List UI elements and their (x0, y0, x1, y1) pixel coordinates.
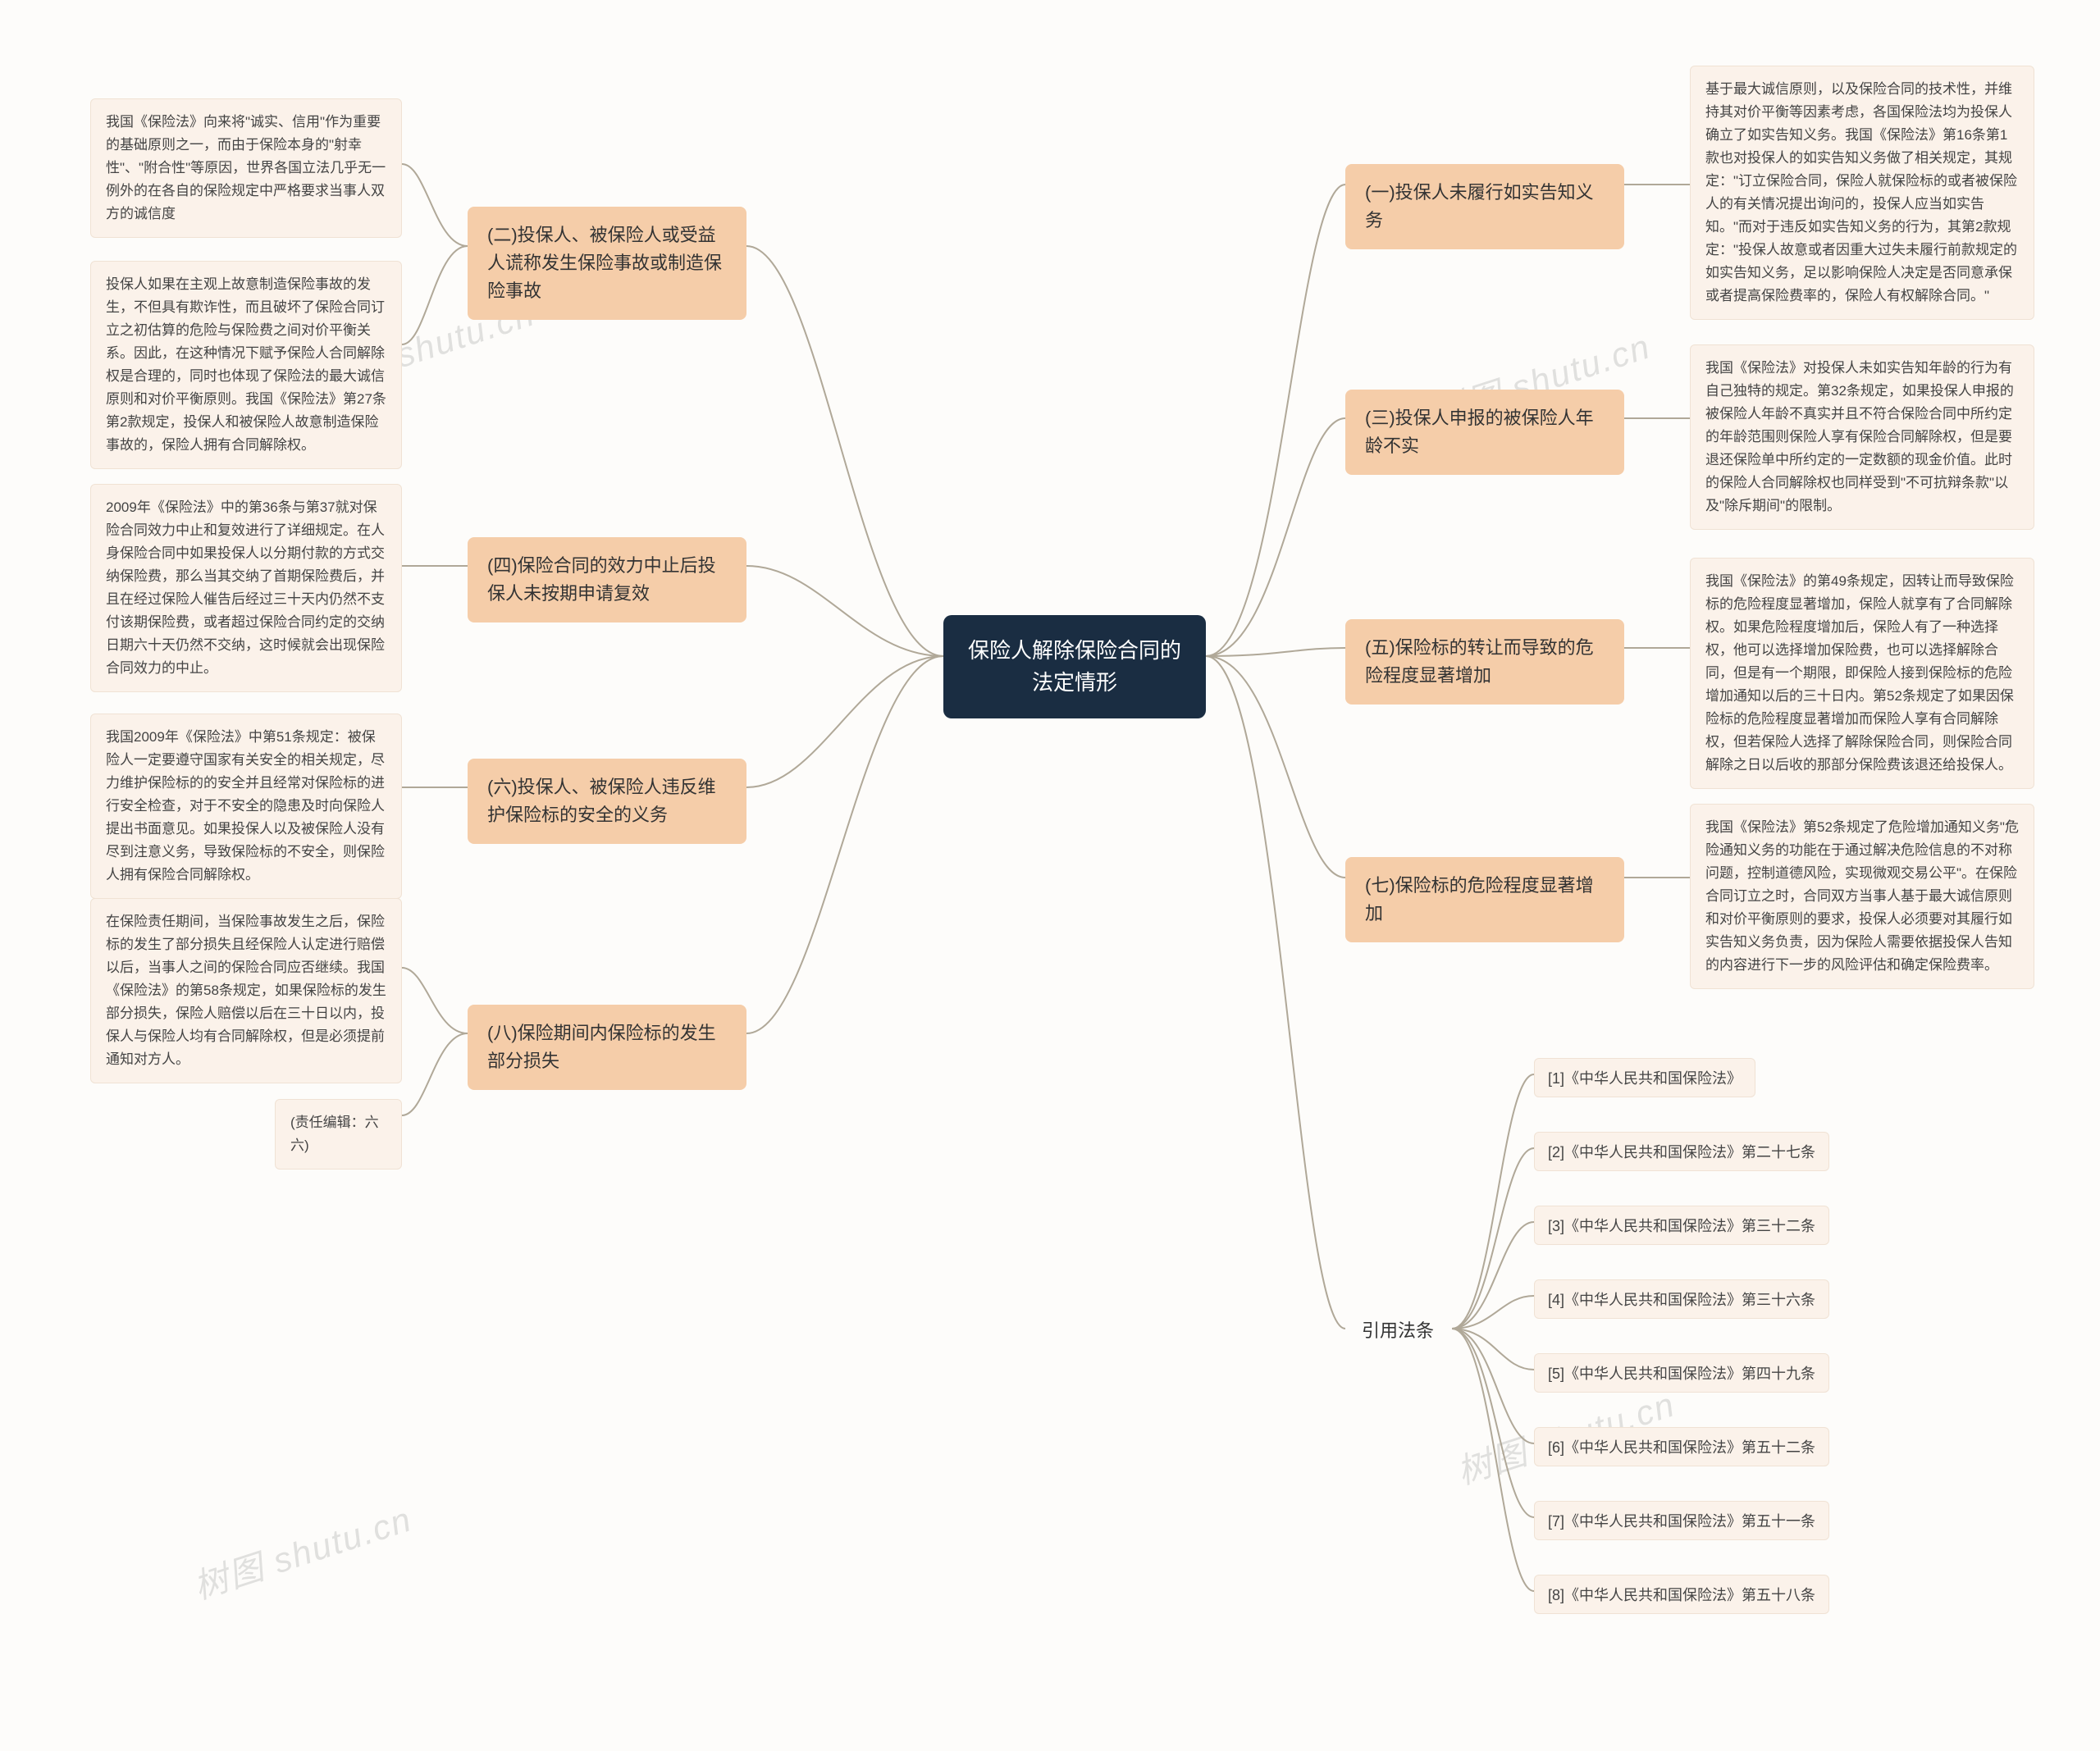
leaf-node: 我国2009年《保险法》中第51条规定：被保险人一定要遵守国家有关安全的相关规定… (90, 714, 402, 899)
branch-node-4[interactable]: (四)保险合同的效力中止后投保人未按期申请复效 (468, 537, 746, 622)
reference-item: [7]《中华人民共和国保险法》第五十一条 (1534, 1501, 1829, 1540)
branch-node-2[interactable]: (二)投保人、被保险人或受益人谎称发生保险事故或制造保险事故 (468, 207, 746, 320)
leaf-node: 我国《保险法》第52条规定了危险增加通知义务"危险通知义务的功能在于通过解决危险… (1690, 804, 2034, 989)
leaf-node: 投保人如果在主观上故意制造保险事故的发生，不但具有欺诈性，而且破坏了保险合同订立… (90, 261, 402, 469)
leaf-node: 基于最大诚信原则，以及保险合同的技术性，并维持其对价平衡等因素考虑，各国保险法均… (1690, 66, 2034, 320)
branch-node-1[interactable]: (一)投保人未履行如实告知义务 (1345, 164, 1624, 249)
leaf-node: 2009年《保险法》中的第36条与第37就对保险合同效力中止和复效进行了详细规定… (90, 484, 402, 692)
branch-node-5[interactable]: (五)保险标的转让而导致的危险程度显著增加 (1345, 619, 1624, 705)
reference-item: [8]《中华人民共和国保险法》第五十八条 (1534, 1575, 1829, 1614)
branch-node-6[interactable]: (六)投保人、被保险人违反维护保险标的安全的义务 (468, 759, 746, 844)
reference-item: [4]《中华人民共和国保险法》第三十六条 (1534, 1279, 1829, 1319)
references-label[interactable]: 引用法条 (1362, 1316, 1434, 1343)
leaf-node-editor: (责任编辑：六六) (275, 1099, 402, 1170)
branch-node-3[interactable]: (三)投保人申报的被保险人年龄不实 (1345, 390, 1624, 475)
leaf-node: 我国《保险法》对投保人未如实告知年龄的行为有自己独特的规定。第32条规定，如果投… (1690, 344, 2034, 530)
reference-item: [1]《中华人民共和国保险法》 (1534, 1058, 1755, 1097)
watermark: 树图 shutu.cn (186, 1492, 418, 1609)
leaf-node: 我国《保险法》的第49条规定，因转让而导致保险标的危险程度显著增加，保险人就享有… (1690, 558, 2034, 789)
branch-node-7[interactable]: (七)保险标的危险程度显著增加 (1345, 857, 1624, 942)
reference-item: [6]《中华人民共和国保险法》第五十二条 (1534, 1427, 1829, 1466)
branch-node-8[interactable]: (八)保险期间内保险标的发生部分损失 (468, 1005, 746, 1090)
reference-item: [2]《中华人民共和国保险法》第二十七条 (1534, 1132, 1829, 1171)
reference-item: [3]《中华人民共和国保险法》第三十二条 (1534, 1206, 1829, 1245)
center-node[interactable]: 保险人解除保险合同的法定情形 (943, 615, 1206, 718)
leaf-node: 在保险责任期间，当保险事故发生之后，保险标的发生了部分损失且经保险人认定进行赔偿… (90, 898, 402, 1083)
reference-item: [5]《中华人民共和国保险法》第四十九条 (1534, 1353, 1829, 1393)
leaf-node: 我国《保险法》向来将"诚实、信用"作为重要的基础原则之一，而由于保险本身的"射幸… (90, 98, 402, 238)
